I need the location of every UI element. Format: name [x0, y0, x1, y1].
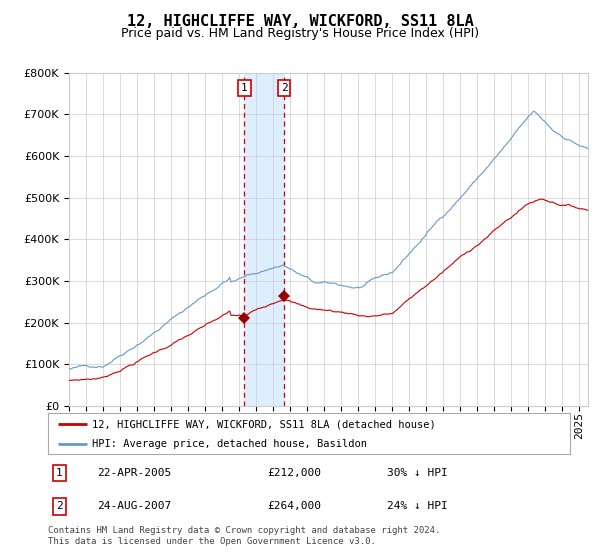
Text: 1: 1	[56, 468, 62, 478]
Text: 2: 2	[281, 83, 287, 93]
Text: Price paid vs. HM Land Registry's House Price Index (HPI): Price paid vs. HM Land Registry's House …	[121, 27, 479, 40]
Text: £212,000: £212,000	[267, 468, 321, 478]
Text: Contains HM Land Registry data © Crown copyright and database right 2024.
This d: Contains HM Land Registry data © Crown c…	[48, 526, 440, 546]
Text: 2: 2	[56, 501, 62, 511]
Text: £264,000: £264,000	[267, 501, 321, 511]
Text: HPI: Average price, detached house, Basildon: HPI: Average price, detached house, Basi…	[92, 439, 367, 449]
Text: 24-AUG-2007: 24-AUG-2007	[98, 501, 172, 511]
Text: 12, HIGHCLIFFE WAY, WICKFORD, SS11 8LA: 12, HIGHCLIFFE WAY, WICKFORD, SS11 8LA	[127, 14, 473, 29]
Text: 22-APR-2005: 22-APR-2005	[98, 468, 172, 478]
Bar	[244, 73, 284, 406]
Text: 1: 1	[241, 83, 248, 93]
Text: 12, HIGHCLIFFE WAY, WICKFORD, SS11 8LA (detached house): 12, HIGHCLIFFE WAY, WICKFORD, SS11 8LA (…	[92, 419, 436, 430]
Text: 30% ↓ HPI: 30% ↓ HPI	[388, 468, 448, 478]
Text: 24% ↓ HPI: 24% ↓ HPI	[388, 501, 448, 511]
